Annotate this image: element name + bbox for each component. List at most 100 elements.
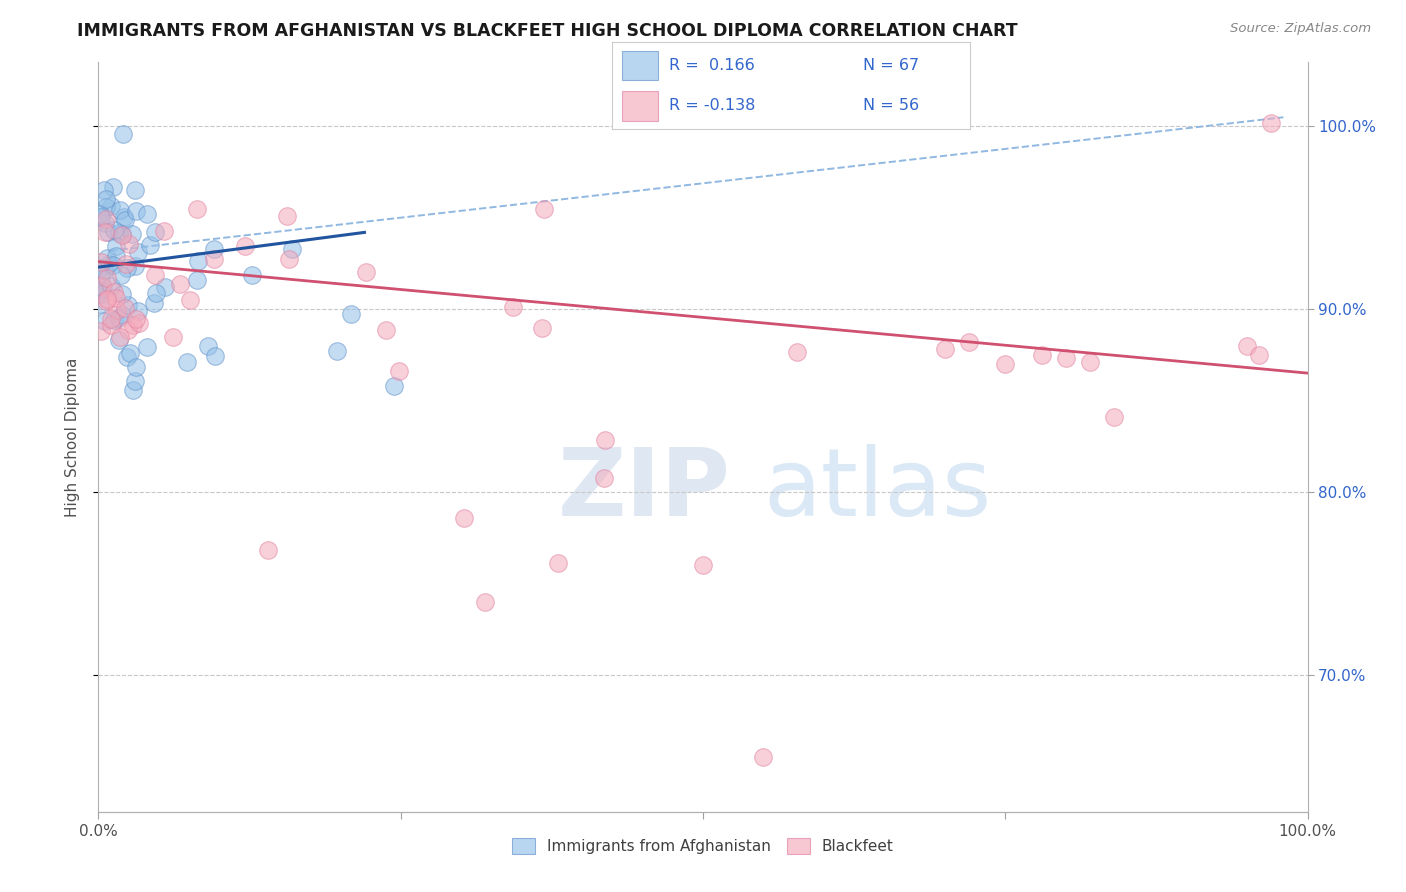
- Point: [89, 297, 111, 311]
- Point: [93, 183, 115, 197]
- Point: [143, 268, 166, 283]
- Point: [110, 268, 132, 282]
- Text: IMMIGRANTS FROM AFGHANISTAN VS BLACKFEET HIGH SCHOOL DIPLOMA CORRELATION CHART: IMMIGRANTS FROM AFGHANISTAN VS BLACKFEET…: [77, 22, 1018, 40]
- Point: [104, 249, 127, 263]
- Point: [786, 344, 808, 359]
- Point: [179, 293, 201, 307]
- Point: [124, 312, 146, 326]
- Point: [89, 285, 111, 300]
- Point: [127, 303, 149, 318]
- Text: N = 56: N = 56: [862, 98, 918, 113]
- Text: R =  0.166: R = 0.166: [669, 58, 755, 73]
- Point: [1054, 351, 1077, 366]
- Point: [112, 211, 135, 225]
- Point: [186, 273, 208, 287]
- Point: [94, 314, 117, 328]
- Point: [202, 242, 225, 256]
- Point: [94, 192, 117, 206]
- Point: [90, 210, 112, 224]
- Point: [145, 285, 167, 300]
- Point: [124, 374, 146, 388]
- Point: [547, 557, 569, 571]
- Point: [124, 259, 146, 273]
- Point: [90, 260, 112, 275]
- Point: [530, 320, 553, 334]
- Point: [108, 333, 131, 347]
- Point: [382, 379, 405, 393]
- Point: [135, 341, 157, 355]
- Point: [96, 211, 118, 226]
- Point: [125, 203, 148, 218]
- Text: N = 67: N = 67: [862, 58, 918, 73]
- Point: [93, 263, 115, 277]
- Text: atlas: atlas: [763, 443, 991, 535]
- Point: [197, 339, 219, 353]
- Point: [453, 510, 475, 524]
- Point: [1102, 409, 1125, 424]
- Y-axis label: High School Diploma: High School Diploma: [65, 358, 80, 516]
- Point: [122, 318, 145, 332]
- Point: [105, 303, 128, 318]
- Point: [276, 209, 298, 223]
- Point: [533, 202, 555, 217]
- Point: [111, 227, 134, 241]
- Point: [98, 257, 121, 271]
- Point: [111, 127, 134, 141]
- Point: [1078, 355, 1101, 369]
- Point: [94, 216, 117, 230]
- Point: [162, 330, 184, 344]
- Point: [1236, 339, 1258, 353]
- Point: [107, 311, 129, 326]
- Point: [94, 294, 117, 309]
- Point: [90, 279, 112, 293]
- Point: [90, 255, 112, 269]
- Point: [502, 300, 524, 314]
- Point: [117, 260, 139, 275]
- Point: [118, 345, 141, 359]
- Point: [111, 228, 134, 243]
- Point: [100, 278, 122, 293]
- Point: [103, 285, 125, 299]
- Point: [115, 351, 138, 365]
- Legend: Immigrants from Afghanistan, Blackfeet: Immigrants from Afghanistan, Blackfeet: [506, 832, 900, 860]
- Text: ZIP: ZIP: [558, 443, 731, 535]
- Point: [89, 283, 111, 297]
- Point: [752, 750, 775, 764]
- Point: [91, 280, 114, 294]
- Point: [101, 258, 124, 272]
- Point: [278, 252, 301, 267]
- Point: [94, 225, 117, 239]
- Point: [104, 239, 127, 253]
- Point: [90, 286, 112, 301]
- Point: [118, 236, 141, 251]
- Point: [143, 295, 166, 310]
- Point: [957, 334, 980, 349]
- Point: [124, 183, 146, 197]
- Point: [90, 324, 112, 338]
- Point: [110, 202, 132, 217]
- Point: [139, 238, 162, 252]
- Point: [202, 252, 225, 266]
- Point: [340, 306, 363, 320]
- Point: [89, 207, 111, 221]
- Point: [96, 251, 118, 265]
- Point: [388, 364, 411, 378]
- Point: [108, 330, 131, 344]
- Point: [94, 200, 117, 214]
- Point: [114, 213, 136, 227]
- Point: [155, 280, 177, 294]
- Point: [121, 227, 143, 241]
- Point: [100, 199, 122, 213]
- Point: [114, 301, 136, 315]
- Point: [103, 223, 125, 237]
- Point: [325, 344, 347, 359]
- Bar: [623, 91, 658, 120]
- Point: [595, 433, 617, 447]
- Point: [117, 322, 139, 336]
- Point: [143, 226, 166, 240]
- Point: [186, 253, 208, 268]
- Point: [97, 225, 120, 239]
- Point: [240, 268, 263, 282]
- Point: [111, 309, 134, 323]
- Point: [108, 226, 131, 240]
